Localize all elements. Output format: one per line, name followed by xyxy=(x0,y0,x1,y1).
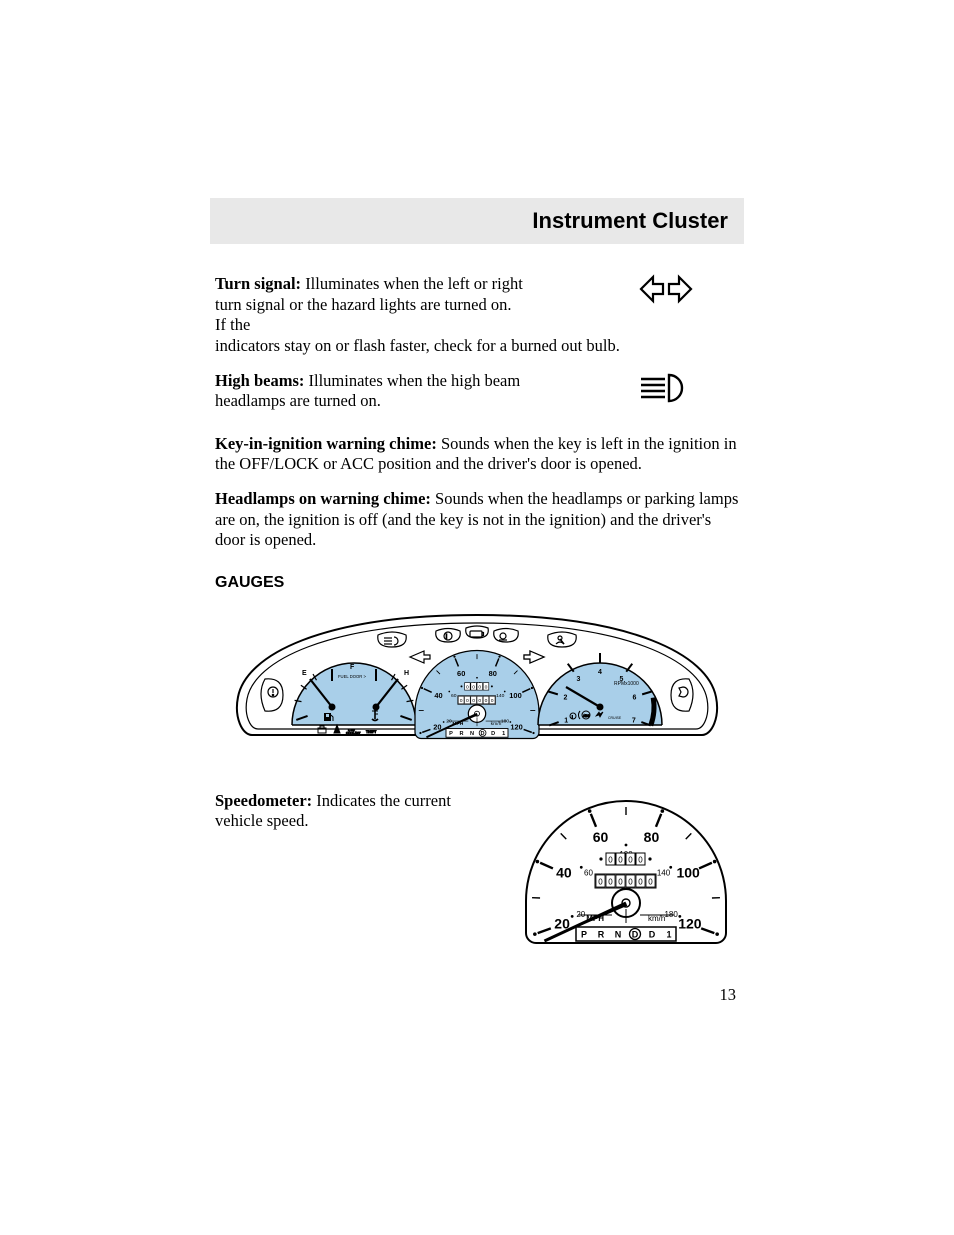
svg-text:60: 60 xyxy=(457,669,465,678)
svg-text:180: 180 xyxy=(664,909,678,918)
svg-text:D: D xyxy=(649,929,656,939)
speedometer-lead: Speedometer: xyxy=(215,791,312,810)
svg-text:R: R xyxy=(598,929,605,939)
svg-text:N: N xyxy=(615,929,622,939)
svg-text:ABS: ABS xyxy=(583,714,589,718)
content-area: Turn signal: Illuminates when the left o… xyxy=(215,244,739,976)
svg-text:0: 0 xyxy=(638,877,643,886)
svg-text:60: 60 xyxy=(584,868,593,877)
svg-text:CRUISE: CRUISE xyxy=(608,716,622,720)
svg-text:D: D xyxy=(481,731,485,737)
speedometer-figure: 2040608010012020601001401800000000000MPH… xyxy=(514,791,739,977)
svg-text:0: 0 xyxy=(618,877,623,886)
svg-text:P: P xyxy=(581,929,587,939)
para-turn-signal-2: indicators stay on or flash faster, chec… xyxy=(215,336,739,357)
svg-text:1: 1 xyxy=(502,731,505,737)
turn-signal-lead: Turn signal: xyxy=(215,274,301,293)
svg-text:R: R xyxy=(459,731,463,737)
svg-text:km/h: km/h xyxy=(491,721,502,727)
svg-text:3: 3 xyxy=(577,676,581,683)
instrument-cluster-figure: E F FUEL DOOR > H xyxy=(215,607,739,773)
svg-text:0: 0 xyxy=(648,877,653,886)
svg-text:1: 1 xyxy=(666,929,671,939)
svg-text:100: 100 xyxy=(676,864,700,880)
svg-text:0: 0 xyxy=(485,698,488,704)
svg-text:D: D xyxy=(491,731,495,737)
svg-text:0: 0 xyxy=(485,684,488,690)
svg-text:D: D xyxy=(632,929,639,939)
svg-text:0: 0 xyxy=(628,877,633,886)
svg-text:0: 0 xyxy=(466,698,469,704)
svg-text:0: 0 xyxy=(460,698,463,704)
svg-text:0: 0 xyxy=(472,684,475,690)
svg-text:0: 0 xyxy=(466,684,469,690)
svg-text:4: 4 xyxy=(598,669,602,676)
svg-text:20: 20 xyxy=(576,909,585,918)
svg-text:MPH: MPH xyxy=(452,721,463,727)
turn-signal-icon xyxy=(623,272,709,312)
svg-text:100: 100 xyxy=(509,691,521,700)
svg-text:THEFT: THEFT xyxy=(366,730,376,734)
svg-text:0: 0 xyxy=(478,684,481,690)
para-speedometer: Speedometer: Indicates the current vehic… xyxy=(215,791,496,832)
page-number: 13 xyxy=(720,985,737,1005)
svg-text:6: 6 xyxy=(633,695,637,702)
page-title: Instrument Cluster xyxy=(250,208,728,234)
svg-text:0: 0 xyxy=(598,877,603,886)
para-high-beams: High beams: Illuminates when the high be… xyxy=(215,371,525,412)
svg-text:1: 1 xyxy=(564,717,568,724)
svg-text:!: ! xyxy=(572,714,573,719)
high-beams-lead: High beams: xyxy=(215,371,304,390)
svg-text:40: 40 xyxy=(556,864,572,880)
svg-text:80: 80 xyxy=(489,669,497,678)
gauges-heading: GAUGES xyxy=(215,573,739,593)
svg-text:F: F xyxy=(350,664,355,671)
svg-text:E: E xyxy=(302,670,307,677)
svg-text:COOLANT: COOLANT xyxy=(346,731,361,735)
svg-text:N: N xyxy=(470,731,474,737)
svg-text:0: 0 xyxy=(478,698,481,704)
para-turn-signal: Turn signal: Illuminates when the left o… xyxy=(215,274,525,336)
svg-text:60: 60 xyxy=(593,828,609,844)
svg-text:120: 120 xyxy=(510,722,522,731)
svg-text:140: 140 xyxy=(657,868,671,877)
headlamps-chime-lead: Headlamps on warning chime: xyxy=(215,489,431,508)
svg-text:2: 2 xyxy=(564,695,568,702)
svg-text:RPMx1000: RPMx1000 xyxy=(614,681,639,687)
svg-text:0: 0 xyxy=(608,855,613,864)
svg-text:0: 0 xyxy=(472,698,475,704)
svg-text:40: 40 xyxy=(434,691,442,700)
svg-text:0: 0 xyxy=(491,698,494,704)
para-key-chime: Key-in-ignition warning chime: Sounds wh… xyxy=(215,434,739,475)
svg-text:0: 0 xyxy=(608,877,613,886)
svg-text:P: P xyxy=(449,731,453,737)
svg-text:7: 7 xyxy=(632,717,636,724)
header-bar: Instrument Cluster xyxy=(210,198,744,244)
para-headlamps-chime: Headlamps on warning chime: Sounds when … xyxy=(215,489,739,551)
svg-text:0: 0 xyxy=(638,855,643,864)
svg-text:0: 0 xyxy=(628,855,633,864)
svg-text:FUEL DOOR >: FUEL DOOR > xyxy=(338,674,366,679)
svg-text:60: 60 xyxy=(451,693,457,699)
svg-text:0: 0 xyxy=(618,855,623,864)
high-beam-icon xyxy=(635,371,699,415)
svg-text:H: H xyxy=(404,670,409,677)
svg-text:140: 140 xyxy=(496,693,505,699)
svg-text:120: 120 xyxy=(678,915,702,931)
key-chime-lead: Key-in-ignition warning chime: xyxy=(215,434,437,453)
svg-text:80: 80 xyxy=(644,828,660,844)
